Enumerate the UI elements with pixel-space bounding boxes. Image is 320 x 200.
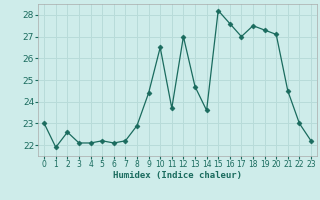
X-axis label: Humidex (Indice chaleur): Humidex (Indice chaleur)	[113, 171, 242, 180]
